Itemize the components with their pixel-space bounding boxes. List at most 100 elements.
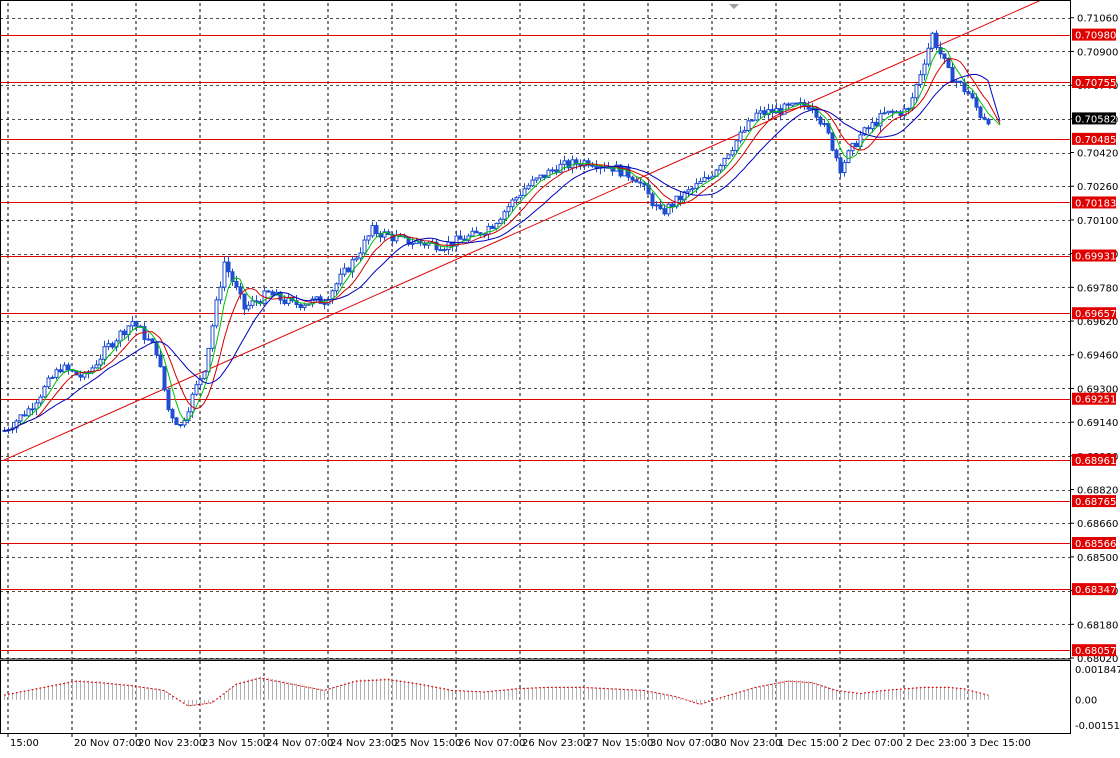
candle-body [914, 83, 919, 99]
candle-body [694, 183, 699, 189]
candle-body [510, 199, 515, 208]
candle-body [530, 179, 535, 187]
oscillator-signal-line [3, 677, 989, 707]
candle-body [34, 402, 39, 410]
candle-body [610, 166, 615, 172]
horizontal-levels[interactable] [0, 35, 1070, 651]
trendline-layer[interactable] [3, 0, 1044, 461]
candle-body [98, 358, 103, 366]
candle-body [46, 377, 51, 388]
scroll-marker-icon[interactable] [729, 4, 739, 9]
moving-average-line [3, 73, 1001, 432]
candle-body [882, 112, 887, 115]
time-tick-label: 1 Dec 15:00 [778, 738, 839, 749]
candle-body [442, 249, 447, 252]
candle-body [942, 53, 947, 59]
candle-body [226, 261, 231, 273]
candle-body [54, 369, 59, 378]
candle-body [234, 280, 239, 288]
candle-body [734, 140, 739, 151]
time-tick-label: 3 Dec 15:00 [970, 738, 1031, 749]
candle-body [834, 149, 839, 159]
candle-body [794, 102, 799, 105]
candle-body [786, 103, 791, 106]
price-tick-label: 0.70100 [1077, 216, 1118, 227]
candle-body [14, 420, 19, 429]
candle-body [270, 291, 275, 296]
oscillator-tick-label: 0.00 [1075, 696, 1097, 707]
price-tick-label: 0.71060 [1077, 14, 1118, 25]
candle-body [978, 106, 983, 118]
candle-body [654, 204, 659, 207]
time-tick-label: 24 Nov 23:00 [330, 738, 397, 749]
candle-body [514, 197, 519, 201]
candle-body [906, 107, 911, 110]
candle-body [870, 121, 875, 130]
candle-body [774, 108, 779, 114]
candle-body [178, 424, 183, 427]
candle-body [222, 261, 227, 288]
candle-body [686, 189, 691, 193]
chart-frame [0, 0, 1071, 734]
main-pane-border [0, 0, 1071, 660]
time-tick-label: 26 Nov 23:00 [522, 738, 589, 749]
level-label-box [1072, 583, 1116, 596]
time-tick-label: 25 Nov 15:00 [394, 738, 461, 749]
candle-body [470, 230, 475, 237]
candle-body [314, 296, 319, 300]
time-tick-label: 20 Nov 23:00 [138, 738, 205, 749]
candle-body [130, 320, 135, 327]
candle-body [830, 132, 835, 151]
level-label: 0.70485 [1075, 135, 1116, 146]
level-label-box [1072, 75, 1116, 88]
candle-body [206, 347, 211, 373]
candle-body [354, 257, 359, 261]
level-label: 0.70183 [1075, 198, 1116, 209]
candle-body [622, 166, 627, 177]
candle-body [970, 93, 975, 99]
candle-body [186, 411, 191, 422]
candle-body [502, 211, 507, 220]
candle-body [338, 273, 343, 285]
candle-body [350, 259, 355, 273]
level-label: 0.70755 [1075, 78, 1116, 89]
candle-body [538, 174, 543, 179]
level-label: 0.69657 [1075, 309, 1116, 320]
candle-body [706, 177, 711, 180]
moving-average-line [3, 47, 1001, 432]
candle-body [790, 102, 795, 106]
trendline[interactable] [3, 0, 1044, 461]
candle-body [618, 164, 623, 177]
candle-body [486, 225, 491, 235]
candle-body [102, 346, 107, 360]
candle-body [810, 107, 815, 110]
candle-body [246, 304, 251, 310]
price-tick-label: 0.69300 [1077, 384, 1118, 395]
candle-body [550, 169, 555, 172]
candle-body [762, 110, 767, 116]
candle-body [490, 225, 495, 229]
candle-body [198, 378, 203, 386]
level-label-box [1072, 132, 1116, 145]
candle-body [506, 206, 511, 213]
candle-body [342, 267, 347, 275]
time-tick-label: 23 Nov 15:00 [202, 738, 269, 749]
candle-body [434, 241, 439, 251]
candle-body [566, 160, 571, 169]
candle-body [670, 203, 675, 208]
price-tick-label: 0.70420 [1077, 149, 1118, 160]
candle-body [498, 218, 503, 224]
candle-body [202, 371, 207, 380]
candle-body [266, 290, 271, 293]
candles [2, 30, 991, 434]
candle-body [38, 396, 43, 404]
time-tick-label: 30 Nov 07:00 [650, 738, 717, 749]
candle-body [242, 293, 247, 310]
candle-body [534, 177, 539, 181]
candle-body [166, 389, 171, 411]
level-label: 0.68566 [1075, 539, 1116, 550]
candle-body [410, 242, 415, 245]
